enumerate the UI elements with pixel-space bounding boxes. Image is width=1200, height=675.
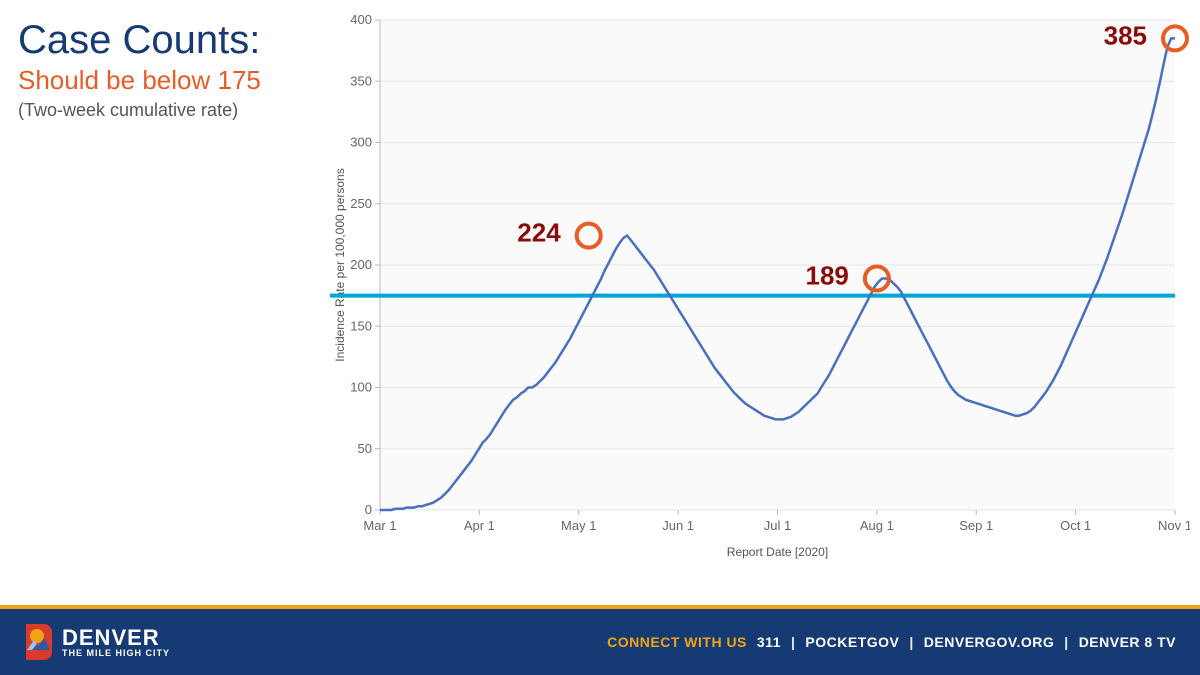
chart-svg: 0 50 100 150 200 250 300 350 400 Mar 1 Apr 1 May 1 J… [330,10,1190,570]
svg-text:400: 400 [350,12,372,27]
svg-text:0: 0 [365,502,372,517]
svg-text:224: 224 [517,218,561,248]
separator: | [791,634,795,650]
svg-text:Jun 1: Jun 1 [662,518,694,533]
svg-text:Incidence Rate per 100,000 per: Incidence Rate per 100,000 persons [333,168,347,361]
connect-label: CONNECT WITH US [607,634,747,650]
svg-text:385: 385 [1104,20,1147,50]
svg-text:Oct 1: Oct 1 [1060,518,1091,533]
logo-title: DENVER [62,627,170,649]
svg-text:Nov 1: Nov 1 [1158,518,1190,533]
svg-text:Report Date [2020]: Report Date [2020] [727,545,828,559]
footer: DENVER THE MILE HIGH CITY CONNECT WITH U… [0,609,1200,675]
footer-item: 311 [757,634,781,650]
footer-item: DENVER 8 TV [1079,634,1176,650]
incidence-chart: 0 50 100 150 200 250 300 350 400 Mar 1 Apr 1 May 1 J… [330,10,1190,570]
page-title: Case Counts: [18,18,261,63]
svg-text:May 1: May 1 [561,518,596,533]
footer-links: CONNECT WITH US 311 | POCKETGOV | DENVER… [607,634,1176,650]
svg-text:300: 300 [350,135,372,150]
svg-text:Jul 1: Jul 1 [764,518,791,533]
page-subcaption: (Two-week cumulative rate) [18,100,261,121]
svg-text:Apr 1: Apr 1 [464,518,495,533]
svg-text:Aug 1: Aug 1 [860,518,894,533]
svg-text:350: 350 [350,73,372,88]
svg-text:189: 189 [805,260,848,290]
footer-item: POCKETGOV [805,634,899,650]
svg-text:Mar 1: Mar 1 [363,518,396,533]
svg-text:250: 250 [350,196,372,211]
svg-text:150: 150 [350,318,372,333]
svg-text:200: 200 [350,257,372,272]
svg-text:Sep 1: Sep 1 [959,518,993,533]
svg-text:100: 100 [350,380,372,395]
page-subtitle: Should be below 175 [18,65,261,96]
header: Case Counts: Should be below 175 (Two-we… [18,18,261,121]
logo-subtitle: THE MILE HIGH CITY [62,649,170,658]
separator: | [1064,634,1068,650]
denver-logo-icon [24,622,52,662]
separator: | [909,634,913,650]
denver-logo: DENVER THE MILE HIGH CITY [24,622,170,662]
footer-item: DENVERGOV.ORG [924,634,1054,650]
svg-text:50: 50 [358,441,372,456]
